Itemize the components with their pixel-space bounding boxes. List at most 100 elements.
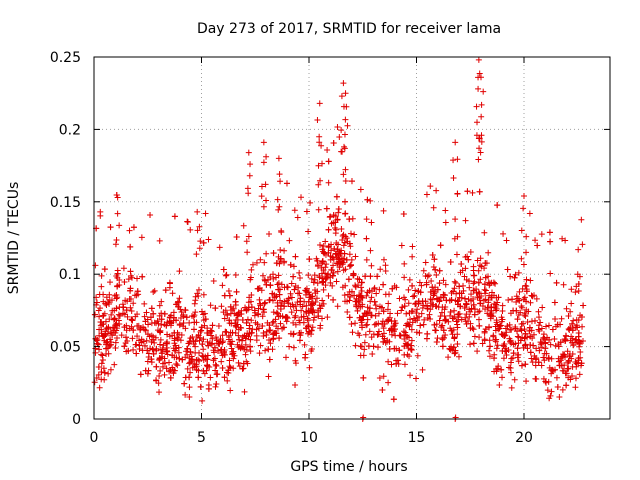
data-point — [481, 281, 488, 288]
data-point — [385, 300, 392, 307]
data-point — [266, 231, 273, 238]
data-point — [308, 275, 315, 282]
data-point — [333, 193, 340, 200]
data-point — [226, 357, 233, 364]
data-point — [290, 263, 297, 270]
data-point — [127, 287, 134, 294]
data-point — [266, 297, 273, 304]
data-point — [180, 311, 187, 318]
data-point — [315, 262, 322, 269]
data-point — [293, 307, 300, 314]
data-point — [286, 343, 293, 350]
data-point — [286, 237, 293, 244]
data-point — [398, 242, 405, 249]
data-point — [578, 216, 585, 223]
data-point — [458, 316, 465, 323]
data-point — [552, 316, 559, 323]
data-point — [380, 281, 387, 288]
data-point — [296, 337, 303, 344]
data-point — [184, 365, 191, 372]
data-point — [421, 316, 428, 323]
data-point — [121, 343, 128, 350]
data-point — [341, 292, 348, 299]
data-point — [488, 304, 495, 311]
data-point — [434, 335, 441, 342]
data-point — [110, 316, 117, 323]
data-point — [184, 345, 191, 352]
data-point — [308, 347, 315, 354]
data-point — [315, 181, 322, 188]
data-point — [329, 272, 336, 279]
data-point — [200, 336, 207, 343]
data-point — [539, 304, 546, 311]
data-point — [526, 327, 533, 334]
data-point — [407, 372, 414, 379]
data-point — [129, 317, 136, 324]
data-point — [270, 275, 277, 282]
data-point — [511, 376, 518, 383]
data-point — [107, 366, 114, 373]
data-point — [493, 317, 500, 324]
data-point — [376, 375, 383, 382]
data-point — [260, 272, 267, 279]
grid-lines — [94, 57, 610, 419]
data-point — [199, 341, 206, 348]
data-point — [322, 276, 329, 283]
data-point — [416, 279, 423, 286]
data-point — [219, 282, 226, 289]
data-point — [514, 333, 521, 340]
data-point — [467, 308, 474, 315]
data-point — [197, 383, 204, 390]
data-point — [246, 294, 253, 301]
data-point — [356, 314, 363, 321]
data-point — [270, 250, 277, 257]
data-point — [262, 181, 269, 188]
data-point — [450, 175, 457, 182]
data-point — [278, 227, 285, 234]
data-point — [341, 131, 348, 138]
data-point — [256, 296, 263, 303]
data-point — [103, 351, 110, 358]
data-point — [482, 274, 489, 281]
data-point — [232, 272, 239, 279]
data-point — [144, 358, 151, 365]
data-point — [184, 219, 191, 226]
y-tick-label: 0.25 — [50, 50, 81, 66]
data-point — [163, 365, 170, 372]
data-point — [247, 348, 254, 355]
data-point — [440, 291, 447, 298]
data-point — [514, 345, 521, 352]
data-point — [327, 274, 334, 281]
data-point — [493, 366, 500, 373]
data-point — [403, 310, 410, 317]
data-point — [340, 80, 347, 87]
data-point — [476, 145, 483, 152]
data-point — [380, 325, 387, 332]
data-point — [524, 334, 531, 341]
data-point — [474, 257, 481, 264]
data-point — [569, 327, 576, 334]
data-point — [524, 345, 531, 352]
data-point — [478, 74, 484, 81]
data-point — [334, 268, 341, 275]
data-point — [496, 325, 503, 332]
data-point — [273, 330, 280, 337]
data-point — [535, 326, 542, 333]
data-point — [567, 308, 574, 315]
data-point — [501, 341, 508, 348]
data-point — [492, 280, 499, 287]
data-point — [142, 367, 149, 374]
data-point — [159, 346, 166, 353]
data-point — [537, 319, 544, 326]
data-point — [427, 289, 434, 296]
data-point — [544, 387, 551, 394]
data-point — [169, 290, 176, 297]
data-point — [314, 257, 321, 264]
data-point — [527, 299, 534, 306]
data-point — [514, 354, 521, 361]
data-point — [503, 329, 510, 336]
data-point — [358, 288, 365, 295]
data-point — [475, 56, 482, 63]
data-point — [235, 332, 242, 339]
